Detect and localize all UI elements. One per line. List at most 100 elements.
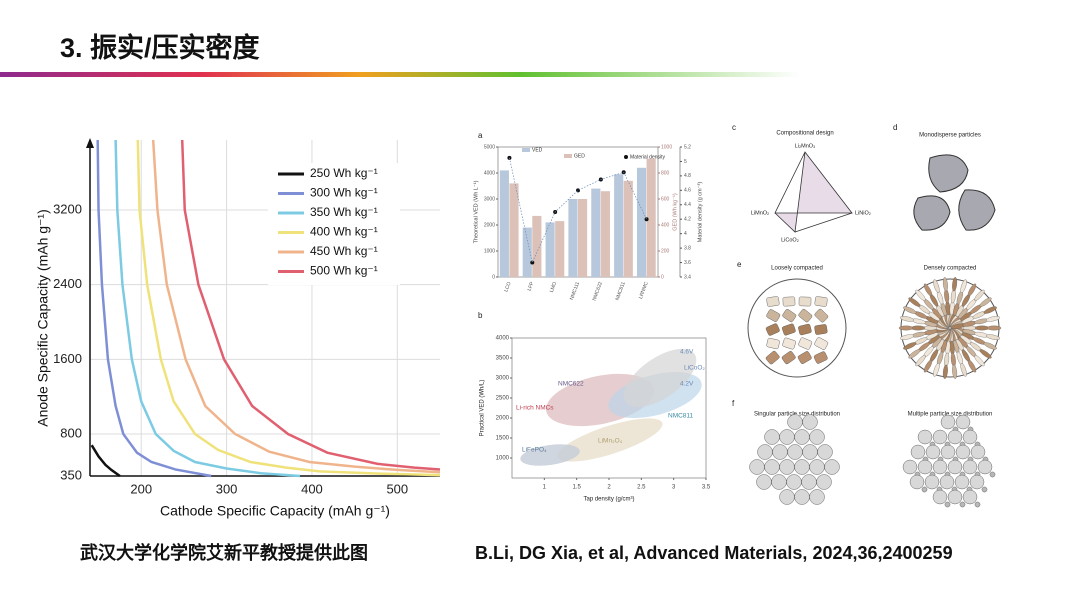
particle	[813, 351, 828, 364]
annotation: 4.2V	[680, 381, 694, 388]
particle	[913, 195, 951, 231]
x-tick-label: 500	[386, 481, 408, 496]
x-tick-label: LMO	[549, 281, 558, 293]
particle	[974, 289, 985, 301]
sphere	[947, 459, 963, 475]
panel-text: f	[732, 399, 735, 408]
sphere	[954, 474, 970, 490]
particle	[923, 283, 933, 297]
x-tick-label: 1	[543, 485, 547, 491]
particle	[933, 363, 940, 377]
annotation: Li-rich NMCs	[516, 405, 554, 412]
y-tick-label: 3000	[484, 196, 495, 202]
panel-text: Multiple particle size distribution	[908, 412, 993, 418]
sphere	[749, 459, 765, 475]
title-rule	[0, 72, 800, 77]
x-tick-label: 1.5	[572, 485, 581, 491]
particle	[908, 297, 921, 307]
sphere	[902, 459, 918, 475]
bar	[555, 221, 565, 277]
density-line	[509, 157, 647, 264]
sphere	[801, 474, 817, 490]
sphere	[962, 429, 978, 445]
small-sphere	[959, 501, 966, 508]
caption-right: B.Li, DG Xia, et al, Advanced Materials,…	[475, 543, 953, 563]
particle	[986, 316, 1001, 322]
particle	[979, 297, 992, 307]
container	[747, 278, 847, 378]
y-tick-label: 1000	[484, 248, 495, 254]
particle	[942, 364, 948, 379]
particle	[766, 296, 780, 307]
panel-b: b 1000 1500 2000 2500 3000 3500 4000 1 1.5 2 2.5 3 3.…	[478, 311, 711, 502]
sphere	[917, 459, 933, 475]
particle	[782, 296, 796, 307]
small-sphere	[921, 486, 928, 493]
y-axis-label: Practical VED (Wh/L)	[480, 380, 486, 437]
sphere	[977, 459, 993, 475]
particle	[933, 279, 940, 293]
y-tick-label: 2400	[53, 276, 82, 291]
sphere	[909, 474, 925, 490]
particle	[983, 342, 997, 350]
y2-tick-label: 200	[661, 248, 670, 254]
y-tick-label: 350	[60, 467, 82, 482]
particle	[974, 355, 985, 367]
sphere	[817, 444, 833, 460]
sphere	[962, 489, 978, 505]
sphere	[932, 429, 948, 445]
y2-tick-label: 400	[661, 222, 670, 228]
caption-left: 武汉大学化学院艾新平教授提供此图	[80, 542, 368, 563]
x-tick-label: LFP	[527, 280, 536, 291]
particle	[898, 325, 914, 331]
sphere	[802, 444, 818, 460]
particle	[983, 306, 997, 314]
legend-label: 400 Wh kg⁻¹	[310, 225, 378, 239]
x-tick-label: NMC622	[592, 281, 604, 302]
y-tick-label: 2500	[496, 396, 510, 402]
particle	[814, 324, 828, 335]
legend-label: 300 Wh kg⁻¹	[310, 186, 378, 200]
x-tick-label: 400	[301, 481, 323, 496]
panel-label: a	[478, 131, 483, 140]
y-tick-label: 4000	[496, 336, 510, 342]
particle	[899, 316, 914, 322]
small-sphere	[944, 501, 951, 508]
main-chart: 350 800 1600 2400 3200 200 300 400 500 Cathode Sp…	[35, 138, 441, 519]
y-tick-label: 800	[60, 425, 82, 440]
panel-label: b	[478, 311, 483, 320]
bar	[578, 199, 588, 277]
bar	[522, 227, 532, 277]
panel-text: Compositional design	[776, 131, 833, 137]
legend-label: VED	[532, 147, 543, 153]
particle	[967, 283, 977, 297]
curve	[136, 139, 441, 477]
small-sphere	[981, 486, 988, 493]
bar	[614, 174, 624, 277]
legend-label: GED	[574, 153, 585, 159]
annotation: 4.6V	[680, 349, 694, 356]
panel-text: Densely compacted	[924, 266, 977, 272]
particle	[797, 351, 812, 364]
sphere	[940, 414, 956, 430]
sphere	[910, 444, 926, 460]
x-tick-label: LRNMC	[638, 281, 650, 300]
particle	[923, 359, 933, 373]
sphere	[787, 414, 803, 430]
curve	[96, 139, 212, 478]
sphere	[764, 429, 780, 445]
bar	[636, 167, 647, 277]
particle	[986, 325, 1002, 331]
panel-text: Loosely compacted	[771, 266, 823, 272]
particle	[781, 351, 796, 365]
y-tick-label: 5000	[484, 144, 495, 150]
particle	[915, 289, 926, 301]
particle	[942, 277, 948, 292]
particle	[782, 309, 797, 323]
curve	[90, 444, 121, 478]
curve	[151, 139, 441, 474]
particle	[915, 355, 926, 367]
particle	[798, 308, 813, 323]
particle	[814, 308, 829, 323]
particle	[814, 337, 829, 350]
